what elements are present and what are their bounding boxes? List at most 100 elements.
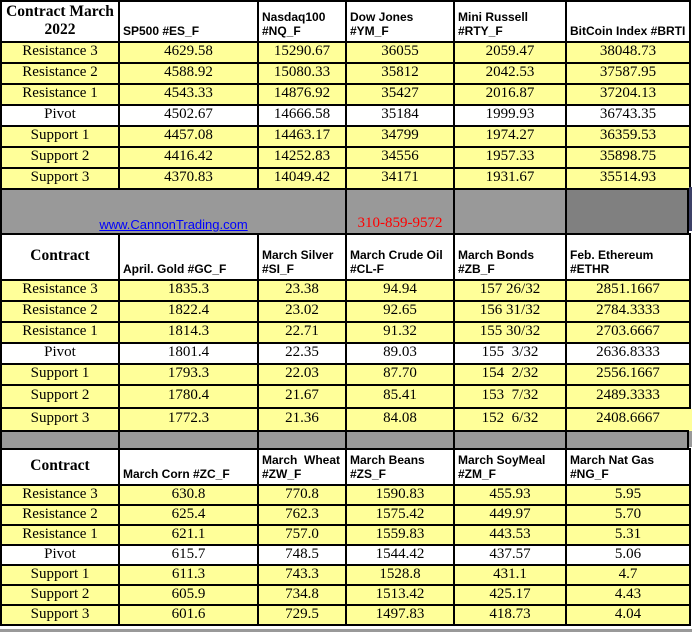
cell-value: 425.17 bbox=[453, 583, 567, 606]
cell-value: 1974.27 bbox=[453, 124, 567, 148]
cell-value: 92.65 bbox=[345, 299, 455, 323]
cell-value: 152 6/32 bbox=[453, 406, 567, 432]
table-row: Resistance 1 4543.33 14876.92 35427 2016.87 3… bbox=[0, 82, 691, 106]
cell-value: 4416.42 bbox=[118, 145, 259, 169]
row-label: Resistance 2 bbox=[0, 61, 120, 85]
row-label: Support 2 bbox=[0, 145, 120, 169]
cell-value: 1822.4 bbox=[118, 299, 259, 323]
cell-value: 605.9 bbox=[118, 583, 259, 606]
cell-value: 37204.13 bbox=[565, 82, 691, 106]
cell-value: 615.7 bbox=[118, 543, 259, 566]
cell-value: 770.8 bbox=[257, 483, 347, 506]
row-label: Resistance 1 bbox=[0, 320, 120, 344]
row-label: Support 1 bbox=[0, 563, 120, 586]
cell-value: 84.08 bbox=[345, 406, 455, 432]
row-label: Support 1 bbox=[0, 362, 120, 386]
column-header: Dow Jones #YM_F bbox=[345, 0, 455, 43]
table-row: Resistance 2 625.4 762.3 1575.42 449.97 5.70 bbox=[0, 503, 691, 526]
row-label: Resistance 3 bbox=[0, 40, 120, 64]
cell-value: 1793.3 bbox=[118, 362, 259, 386]
cell-value: 2489.3333 bbox=[565, 383, 691, 409]
cell-value: 431.1 bbox=[453, 563, 567, 586]
contract-header: Contract bbox=[0, 232, 120, 281]
cell-value: 1590.83 bbox=[345, 483, 455, 506]
cell-value: 85.41 bbox=[345, 383, 455, 409]
cell-value: 5.95 bbox=[565, 483, 691, 506]
cell-value: 15080.33 bbox=[257, 61, 347, 85]
column-header: March Silver #SI_F bbox=[257, 232, 347, 281]
bottom-gray-strip bbox=[0, 629, 692, 632]
table-row: Resistance 3 630.8 770.8 1590.83 455.93 5.95 bbox=[0, 483, 691, 506]
row-label: Support 3 bbox=[0, 406, 120, 432]
cell-value: 4629.58 bbox=[118, 40, 259, 64]
cell-value: 14666.58 bbox=[257, 103, 347, 127]
table-row: Resistance 2 4588.92 15080.33 35812 2042.53 3… bbox=[0, 61, 691, 85]
separator-band bbox=[0, 431, 689, 448]
cell-value: 5.70 bbox=[565, 503, 691, 526]
table-row: Resistance 3 4629.58 15290.67 36055 2059.47 3… bbox=[0, 40, 691, 64]
table-row: Support 3 601.6 729.5 1497.83 418.73 4.04 bbox=[0, 603, 691, 626]
cell-value: 5.31 bbox=[565, 523, 691, 546]
pivot-table-grains: Contract March Corn #ZC_F March Wheat #ZW_… bbox=[0, 447, 691, 626]
column-header: BitCoin Index #BRTI bbox=[565, 0, 691, 43]
table-row: Support 2 1780.4 21.67 85.41 153 7/32 2489.33… bbox=[0, 383, 691, 409]
cell-value: 1528.8 bbox=[345, 563, 455, 586]
row-label: Resistance 2 bbox=[0, 299, 120, 323]
cell-value: 35184 bbox=[345, 103, 455, 127]
cannon-trading-link[interactable]: www.CannonTrading.com bbox=[99, 216, 248, 232]
column-header: March Corn #ZC_F bbox=[118, 447, 259, 486]
cell-value: 36055 bbox=[345, 40, 455, 64]
row-label: Support 3 bbox=[0, 603, 120, 626]
cell-value: 1780.4 bbox=[118, 383, 259, 409]
column-header: March Bonds #ZB_F bbox=[453, 232, 567, 281]
cell-value: 38048.73 bbox=[565, 40, 691, 64]
table-row: Resistance 3 1835.3 23.38 94.94 157 26/32 285… bbox=[0, 278, 691, 302]
cell-value: 21.36 bbox=[257, 406, 347, 432]
row-label: Resistance 1 bbox=[0, 82, 120, 106]
cell-value: 1497.83 bbox=[345, 603, 455, 626]
cell-value: 155 30/32 bbox=[453, 320, 567, 344]
contract-header: Contract bbox=[0, 447, 120, 486]
cell-value: 762.3 bbox=[257, 503, 347, 526]
column-header: Mini Russell #RTY_F bbox=[453, 0, 567, 43]
cell-value: 630.8 bbox=[118, 483, 259, 506]
cell-value: 22.35 bbox=[257, 341, 347, 365]
column-header: March SoyMeal #ZM_F bbox=[453, 447, 567, 486]
cell-value: 35514.93 bbox=[565, 166, 691, 190]
cell-value: 21.67 bbox=[257, 383, 347, 409]
table-row: Support 2 605.9 734.8 1513.42 425.17 4.43 bbox=[0, 583, 691, 606]
row-label: Resistance 3 bbox=[0, 278, 120, 302]
banner-empty-cell bbox=[453, 189, 565, 233]
cell-value: 2042.53 bbox=[453, 61, 567, 85]
table-row: Support 2 4416.42 14252.83 34556 1957.33 3589… bbox=[0, 145, 691, 169]
cell-value: 14876.92 bbox=[257, 82, 347, 106]
cell-value: 734.8 bbox=[257, 583, 347, 606]
cell-value: 91.32 bbox=[345, 320, 455, 344]
cell-value: 14252.83 bbox=[257, 145, 347, 169]
row-label: Support 3 bbox=[0, 166, 120, 190]
cell-value: 449.97 bbox=[453, 503, 567, 526]
table-row: Support 3 4370.83 14049.42 34171 1931.67 3551… bbox=[0, 166, 691, 190]
cell-value: 455.93 bbox=[453, 483, 567, 506]
cell-value: 1999.93 bbox=[453, 103, 567, 127]
cell-value: 153 7/32 bbox=[453, 383, 567, 409]
column-header: March Wheat #ZW_F bbox=[257, 447, 347, 486]
cell-value: 4.7 bbox=[565, 563, 691, 586]
cell-value: 36743.35 bbox=[565, 103, 691, 127]
cell-value: 4370.83 bbox=[118, 166, 259, 190]
cell-value: 418.73 bbox=[453, 603, 567, 626]
cell-value: 156 31/32 bbox=[453, 299, 567, 323]
cell-value: 2784.3333 bbox=[565, 299, 691, 323]
cell-value: 35812 bbox=[345, 61, 455, 85]
column-header: March Crude Oil #CL-F bbox=[345, 232, 455, 281]
cell-value: 155 3/32 bbox=[453, 341, 567, 365]
table-row: Resistance 2 1822.4 23.02 92.65 156 31/32 278… bbox=[0, 299, 691, 323]
cell-value: 36359.53 bbox=[565, 124, 691, 148]
banner-phone-cell: 310-859-9572 bbox=[345, 189, 453, 233]
cell-value: 2059.47 bbox=[453, 40, 567, 64]
cell-value: 611.3 bbox=[118, 563, 259, 586]
cell-value: 94.94 bbox=[345, 278, 455, 302]
cell-value: 15290.67 bbox=[257, 40, 347, 64]
cell-value: 729.5 bbox=[257, 603, 347, 626]
cell-value: 2851.1667 bbox=[565, 278, 691, 302]
